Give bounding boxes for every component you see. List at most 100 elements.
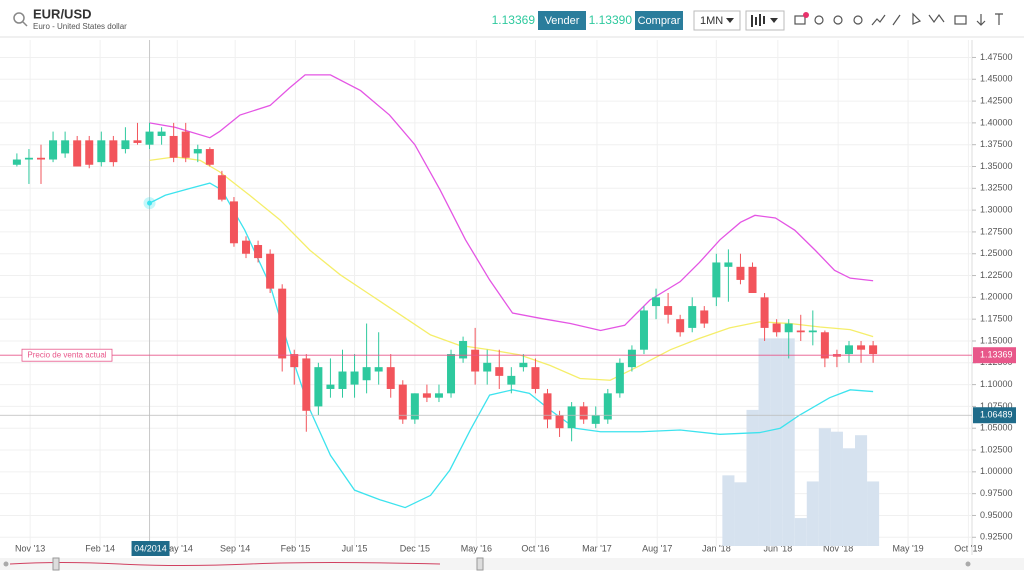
x-tick-label: Jun '18	[763, 543, 792, 553]
candle-body	[169, 135, 178, 158]
navigator-arrow[interactable]	[965, 561, 971, 567]
navigator-handle[interactable]	[52, 557, 60, 571]
x-tick-label: May '19	[892, 543, 923, 553]
candle-body	[844, 345, 853, 355]
notification-dot	[803, 12, 809, 18]
zoom-in-icon[interactable]	[814, 15, 824, 25]
candle-body	[700, 310, 709, 324]
sell-button[interactable]	[538, 11, 586, 30]
buy-price: 1.13390	[589, 13, 633, 27]
navigator-handle[interactable]	[476, 557, 484, 571]
x-tick-label: May '14	[162, 543, 193, 553]
x-tick-label: Aug '17	[642, 543, 672, 553]
candle-body	[278, 288, 287, 359]
indicator-icon[interactable]	[794, 15, 806, 25]
y-tick-label: 1.32500	[980, 183, 1013, 193]
candle-body	[676, 319, 685, 333]
pattern-icon[interactable]	[928, 13, 945, 24]
candle-body	[857, 345, 866, 350]
candle-body	[24, 157, 33, 160]
y-tick-label: 0.97500	[980, 488, 1013, 498]
candle-body	[627, 349, 636, 368]
camera-icon[interactable]	[954, 15, 967, 25]
candle-body	[121, 140, 130, 150]
candle-body	[567, 406, 576, 429]
histogram-bar	[867, 481, 880, 546]
y-tick-label: 1.25000	[980, 248, 1013, 258]
x-tick-label: Nov '18	[823, 543, 853, 553]
candle-body	[242, 240, 251, 254]
candle-body	[350, 371, 359, 385]
symbol-description: Euro - United States dollar	[33, 22, 127, 31]
y-tick-label: 1.05000	[980, 423, 1013, 433]
crosshair-point	[147, 200, 153, 206]
crosshair-x-box	[131, 541, 170, 556]
tool-icons[interactable]	[794, 12, 1003, 26]
navigator	[0, 557, 1024, 571]
candle-body	[591, 415, 600, 424]
histogram-bar	[818, 428, 831, 546]
x-tick-label: Oct '16	[521, 543, 549, 553]
candle-body	[434, 393, 443, 398]
candle-body	[49, 140, 58, 160]
y-tick-label: 1.47500	[980, 52, 1013, 62]
download-icon[interactable]	[976, 14, 986, 26]
candle-body	[579, 406, 588, 420]
settings-icon[interactable]	[853, 15, 863, 25]
candle-body	[796, 330, 805, 333]
sell-button-label[interactable]: Vender	[545, 15, 580, 27]
zoom-out-icon[interactable]	[833, 15, 843, 25]
price-line-label-box	[21, 348, 113, 362]
price-value-box	[973, 347, 1016, 364]
histogram-bar	[734, 482, 747, 546]
candle-body	[603, 393, 612, 420]
search-icon[interactable]	[13, 12, 25, 24]
crosshair-x-label: 04/2014	[134, 543, 167, 553]
x-tick-label: Oct '19	[954, 543, 982, 553]
candle-body	[724, 262, 733, 267]
histogram-bar	[794, 518, 807, 546]
candle-body	[254, 245, 263, 259]
pin-icon[interactable]	[995, 13, 1003, 25]
candle-body	[748, 266, 757, 293]
y-tick-label: 1.10000	[980, 379, 1013, 389]
candle-body	[772, 323, 781, 333]
interval[interactable]: 1MN	[700, 15, 723, 27]
dropdown-arrow	[770, 18, 778, 23]
x-tick-label: Jul '15	[342, 543, 368, 553]
candle-body	[652, 297, 661, 307]
candle-body	[447, 354, 456, 394]
candle-body	[37, 157, 46, 160]
candle-body	[459, 340, 468, 359]
x-tick-label: Nov '13	[15, 543, 45, 553]
x-tick-label: Mar '17	[582, 543, 612, 553]
buy-button[interactable]	[635, 11, 683, 30]
y-tick-label: 1.35000	[980, 161, 1013, 171]
y-tick-label: 1.17500	[980, 314, 1013, 324]
candle-icon	[751, 14, 765, 27]
symbol: EUR/USD	[33, 6, 92, 21]
candle-body	[362, 367, 371, 381]
y-tick-label: 1.37500	[980, 139, 1013, 149]
x-tick-label: Feb '14	[85, 543, 115, 553]
y-tick-label: 1.15000	[980, 335, 1013, 345]
candle-body	[531, 367, 540, 389]
y-tick-label: 1.20000	[980, 292, 1013, 302]
trend-icon[interactable]	[871, 14, 886, 26]
sell-price: 1.13369	[492, 13, 536, 27]
candle-body	[712, 262, 721, 298]
cursor-icon[interactable]	[912, 12, 922, 25]
interval-dropdown[interactable]	[693, 10, 741, 31]
y-tick-label: 1.45000	[980, 74, 1013, 84]
candle-body	[820, 332, 829, 359]
buy-button-label[interactable]: Comprar	[638, 15, 681, 27]
candle-body	[338, 371, 347, 389]
histogram-bar	[842, 448, 856, 546]
navigator-arrow[interactable]	[3, 561, 9, 567]
candle-body	[495, 367, 504, 376]
pencil-icon[interactable]	[892, 14, 901, 26]
crosshair-y-box	[973, 407, 1016, 424]
candle-body	[688, 306, 697, 328]
candle-body	[73, 140, 82, 167]
candle-body	[386, 367, 395, 389]
